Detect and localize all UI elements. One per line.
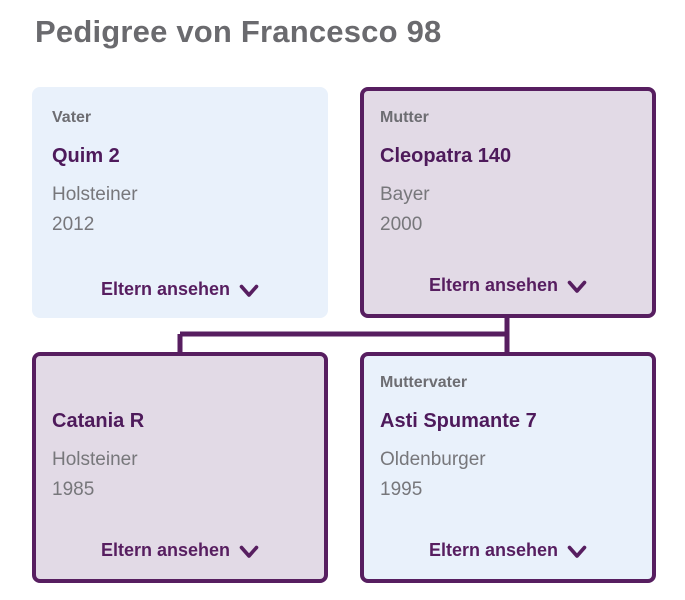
horse-breed: Oldenburger: [380, 449, 486, 470]
horse-birth-year: 2000: [380, 214, 423, 235]
horse-name: Cleopatra 140: [380, 145, 512, 167]
horse-details: Holsteiner 2012: [52, 180, 308, 240]
horse-birth-year: 1995: [380, 479, 423, 500]
eltern-ansehen-label: Eltern ansehen: [428, 275, 559, 295]
eltern-ansehen-button[interactable]: Eltern ansehen: [36, 540, 324, 561]
horse-breed: Holsteiner: [52, 184, 138, 205]
horse-name: Catania R: [52, 410, 145, 432]
page-title: Pedigree von Francesco 98: [35, 14, 442, 49]
eltern-ansehen-label: Eltern ansehen: [100, 279, 231, 299]
relation-label: Muttervater: [380, 374, 468, 391]
eltern-ansehen-button[interactable]: Eltern ansehen: [364, 275, 652, 296]
pedigree-grid: Vater Quim 2 Holsteiner 2012 Eltern anse…: [32, 87, 656, 583]
horse-name: Asti Spumante 7: [380, 410, 537, 432]
chevron-down-icon: [239, 284, 259, 297]
relation-label: [52, 374, 308, 393]
horse-details: Bayer 2000: [380, 180, 636, 240]
horse-birth-year: 1985: [52, 479, 95, 500]
relation-label: Vater: [52, 109, 92, 126]
horse-breed: Bayer: [380, 184, 430, 205]
horse-details: Oldenburger 1995: [380, 445, 636, 505]
horse-name: Quim 2: [52, 145, 120, 167]
chevron-down-icon: [239, 545, 259, 558]
pedigree-card-mutter: Mutter Cleopatra 140 Bayer 2000 Eltern a…: [360, 87, 656, 318]
pedigree-card-catania-r: Catania R Holsteiner 1985 Eltern ansehen: [32, 352, 328, 583]
chevron-down-icon: [567, 280, 587, 293]
eltern-ansehen-label: Eltern ansehen: [428, 540, 559, 560]
horse-breed: Holsteiner: [52, 449, 138, 470]
eltern-ansehen-label: Eltern ansehen: [100, 540, 231, 560]
horse-details: Holsteiner 1985: [52, 445, 308, 505]
horse-birth-year: 2012: [52, 214, 95, 235]
pedigree-card-vater: Vater Quim 2 Holsteiner 2012 Eltern anse…: [32, 87, 328, 318]
eltern-ansehen-button[interactable]: Eltern ansehen: [364, 540, 652, 561]
eltern-ansehen-button[interactable]: Eltern ansehen: [32, 279, 328, 300]
chevron-down-icon: [567, 545, 587, 558]
relation-label: Mutter: [380, 109, 429, 126]
pedigree-card-muttervater: Muttervater Asti Spumante 7 Oldenburger …: [360, 352, 656, 583]
